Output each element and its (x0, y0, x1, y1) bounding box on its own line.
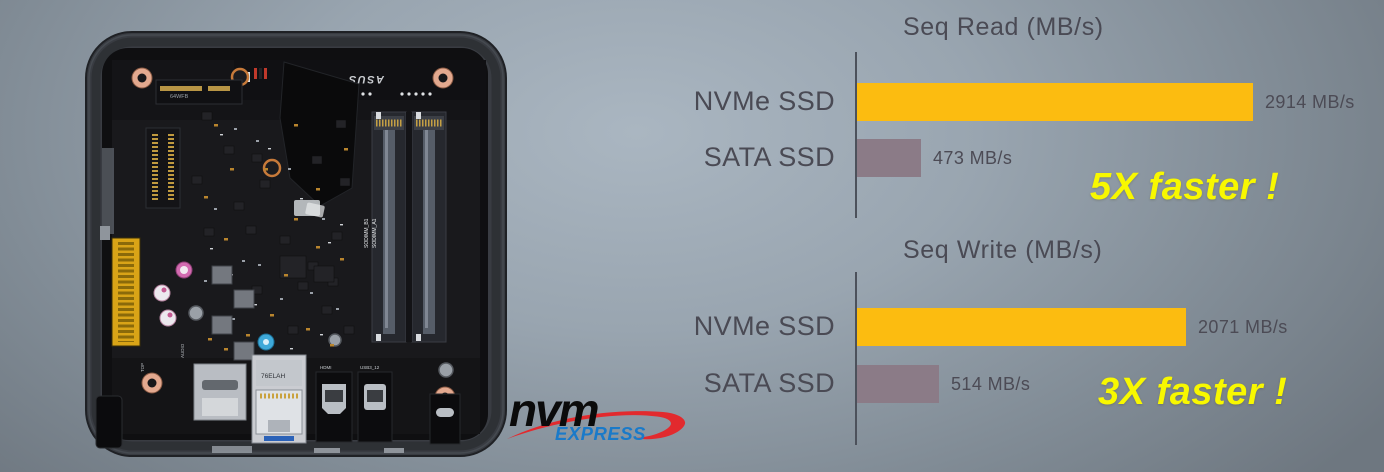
logo-express-text: EXPRESS (555, 423, 646, 444)
copper-standoffs (131, 67, 456, 408)
value-label: 2914 MB/s (1265, 91, 1355, 112)
lan-port: 76ELAH (251, 354, 307, 444)
nvm-express-logo: nvm EXPRESS (507, 384, 686, 444)
bar-row: 2914 MB/s (857, 83, 1355, 121)
y-axis-line (855, 272, 857, 445)
value-label: 514 MB/s (951, 373, 1031, 394)
annotation-5x-faster: 5X faster ! (1090, 166, 1280, 208)
category-label-sata: SATA SSD (703, 368, 835, 398)
bar-sata-ssd (857, 365, 939, 403)
value-label: 473 MB/s (933, 147, 1013, 168)
chart-title: Seq Write (MB/s) (903, 236, 1103, 264)
lan-sticker-label: 76ELAH (261, 373, 286, 380)
asus-silkscreen: ASUS (347, 73, 385, 85)
logo-nvm-text: nvm (509, 384, 598, 436)
bar-row: 473 MB/s (857, 139, 1012, 177)
sodimm-a1-label: SODIMM_A1 (372, 218, 378, 248)
m2-label: 64WFB (170, 94, 189, 100)
io-ports: 76ELAH HDMI USB3_12 AUDIO TOP (140, 343, 461, 453)
usb-label: USB3_12 (360, 365, 380, 370)
gold-edge-connector (111, 237, 141, 347)
mini-pc-internals-photo: ASUS 64WFB (85, 31, 507, 457)
displayport-port: USB3_12 (357, 365, 393, 443)
usb-c-port (429, 393, 461, 445)
annotation-3x-faster: 3X faster ! (1098, 371, 1288, 413)
card-reader (193, 363, 247, 421)
side-bracket (95, 148, 123, 449)
bar-nvme-ssd (857, 308, 1186, 346)
category-label-sata: SATA SSD (703, 142, 835, 172)
bar-row: 2071 MB/s (857, 308, 1288, 346)
hdmi-label: HDMI (320, 365, 332, 370)
category-label-nvme: NVMe SSD (693, 86, 835, 116)
category-label-nvme: NVMe SSD (693, 311, 835, 341)
sodimm-ram-slots: SODIMM_B1 SODIMM_A1 (364, 111, 447, 343)
y-axis-line (855, 52, 857, 218)
top-label: TOP (140, 363, 145, 372)
sodimm-b1-label: SODIMM_B1 (364, 218, 370, 248)
screws (188, 67, 454, 378)
logo-swoosh-icon (507, 411, 686, 440)
value-label: 2071 MB/s (1198, 316, 1288, 337)
bar-row: 514 MB/s (857, 365, 1030, 403)
bar-nvme-ssd (857, 83, 1253, 121)
chart-title: Seq Read (MB/s) (903, 13, 1104, 41)
audio-label: AUDIO (180, 343, 185, 358)
hdmi-port: HDMI (315, 365, 353, 443)
bar-sata-ssd (857, 139, 921, 177)
small-components (153, 111, 355, 361)
m2-socket-vertical (145, 127, 181, 209)
cable-tape (279, 61, 360, 218)
m2-slot: 64WFB (155, 79, 243, 105)
